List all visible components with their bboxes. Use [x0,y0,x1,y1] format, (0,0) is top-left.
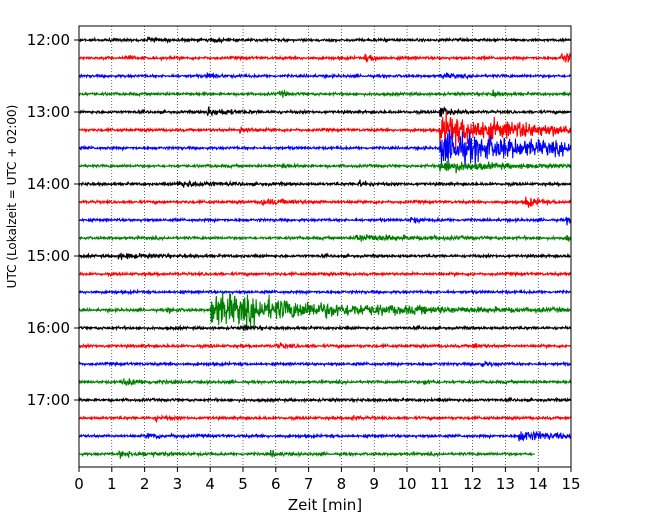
trace-line [78,216,572,226]
trace-line [78,72,571,80]
trace-line [78,36,571,45]
seismogram-traces [78,36,572,459]
x-tick-label: 13 [496,475,515,493]
y-axis-label: UTC (Lokalzeit = UTC + 02:00) [5,105,19,289]
y-tick-label: 12:00 [27,31,70,49]
trace-line [78,233,572,243]
trace-line [78,378,571,387]
x-axis-ticks: 0 1 2 3 4 5 6 7 8 9 10 11 12 13 14 15 [74,467,581,493]
x-tick-label: 7 [304,475,314,493]
y-tick-label: 16:00 [27,319,70,337]
trace-line [78,106,572,118]
trace-line [78,396,572,404]
trace-line [78,179,572,188]
trace-line [78,196,572,208]
trace-line [78,430,572,442]
y-tick-label: 17:00 [27,391,70,409]
x-tick-label: 12 [463,475,482,493]
x-tick-label: 0 [74,475,84,493]
trace-line [78,413,572,424]
trace-line [78,270,572,278]
x-tick-label: 15 [561,475,580,493]
x-tick-label: 4 [205,475,215,493]
plot-frame [78,25,572,468]
x-tick-label: 3 [173,475,183,493]
y-axis-ticks: 12:00 13:00 14:00 15:00 16:00 17:00 [27,31,79,409]
y-tick-label: 14:00 [27,175,70,193]
trace-line [78,161,572,174]
x-tick-label: 11 [430,475,449,493]
x-tick-label: 8 [337,475,347,493]
x-tick-label: 5 [238,475,248,493]
y-tick-label: 15:00 [27,247,70,265]
trace-line [78,360,572,368]
x-tick-label: 10 [397,475,416,493]
x-tick-label: 1 [107,475,117,493]
trace-line [78,88,572,99]
trace-line [78,110,572,150]
trace-line [78,342,571,350]
trace-line [78,291,571,329]
trace-line [78,323,572,332]
x-tick-label: 14 [529,475,548,493]
x-tick-label: 9 [369,475,379,493]
trace-line [78,52,572,63]
trace-line [78,288,572,296]
x-tick-label: 6 [271,475,281,493]
trace-line [78,252,571,261]
trace-line [78,129,572,169]
x-tick-label: 2 [140,475,150,493]
trace-line [78,449,535,459]
x-axis-label: Zeit [min] [288,496,362,514]
y-tick-label: 13:00 [27,103,70,121]
